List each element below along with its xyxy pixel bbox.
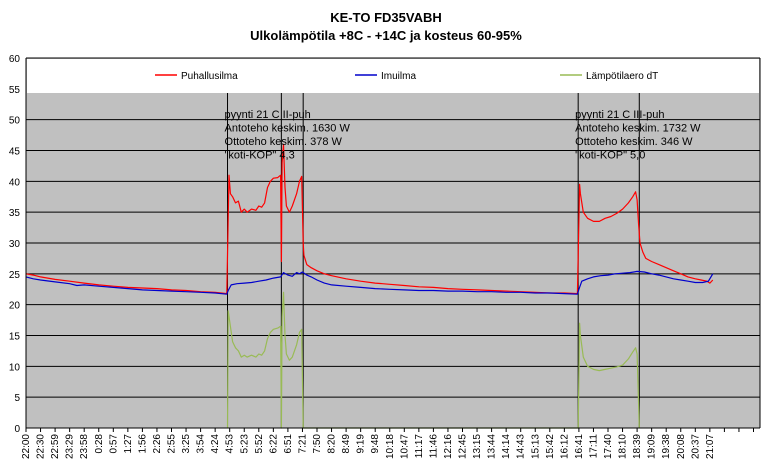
series-line [25, 143, 714, 295]
x-tick-label: 11:17 [414, 434, 425, 459]
x-tick-label: 21:07 [705, 434, 716, 459]
x-tick-label: 5:52 [254, 434, 265, 454]
x-tick-label: 6:51 [283, 434, 294, 454]
x-tick-label: 17:40 [603, 434, 614, 459]
annotation-text: Ottoteho keskim. 346 W [575, 136, 693, 148]
y-tick-label: 5 [14, 393, 20, 404]
x-tick-label: 7:21 [297, 434, 308, 454]
x-tick-label: 3:54 [196, 434, 207, 454]
x-tick-label: 17:11 [588, 434, 599, 459]
axes: 0 5 10 15 20 25 30 35 40 45 50 55 60 22:00 22:30 22:59 2… [9, 54, 761, 459]
annotations: pyynti 21 C II-puh Antoteho keskim. 1630 … [225, 109, 702, 162]
annotation-text: Ottoteho keskim. 378 W [225, 136, 343, 148]
x-tick-label: 0:28 [94, 434, 105, 454]
x-tick-label: 14:14 [501, 434, 512, 459]
y-tick-label: 10 [9, 362, 21, 373]
x-tick-label: 1:27 [123, 434, 134, 454]
x-tick-label: 13:15 [472, 434, 483, 459]
annotation-text: "koti-KOP" 5,0 [575, 150, 645, 162]
x-tick-label: 11:46 [428, 434, 439, 459]
series-lines [25, 143, 714, 429]
x-tick-label: 4:53 [225, 434, 236, 454]
x-tick-label: 22:00 [21, 434, 32, 459]
x-tick-label: 22:30 [36, 434, 47, 459]
x-tick-label: 12:16 [443, 434, 454, 459]
y-tick-label: 55 [9, 85, 21, 96]
chart-subtitle: Ulkolämpötila +8C - +14C ja kosteus 60-9… [250, 28, 522, 43]
y-tick-label: 30 [9, 239, 21, 250]
x-tick-label: 18:10 [618, 434, 629, 459]
x-tick-label: 10:18 [385, 434, 396, 459]
x-tick-label: 1:56 [137, 434, 148, 454]
y-tick-label: 35 [9, 208, 21, 219]
y-tick-label: 60 [9, 54, 21, 65]
x-tick-label: 19:38 [661, 434, 672, 459]
y-tick-label: 45 [9, 147, 21, 158]
legend-label: Puhallusilma [181, 71, 238, 82]
x-tick-label: 15:42 [545, 434, 556, 459]
x-tick-label: 2:26 [152, 434, 163, 454]
annotation-text: Antoteho keskim. 1732 W [575, 123, 701, 135]
x-tick-label: 20:08 [676, 434, 687, 459]
annotation-text: pyynti 21 C III-puh [575, 109, 664, 121]
legend: Puhallusilma Imuilma Lämpötilaero dT [155, 71, 658, 82]
series-line [226, 291, 640, 429]
x-tick-label: 10:47 [399, 434, 410, 459]
x-tick-label: 19:09 [647, 434, 658, 459]
annotation-text: pyynti 21 C II-puh [225, 109, 311, 121]
x-tick-label: 13:44 [487, 434, 498, 459]
y-tick-label: 15 [9, 332, 21, 343]
x-tick-label: 9:48 [370, 434, 381, 454]
chart-title: KE-TO FD35VABH [330, 10, 441, 25]
x-tick-label: 9:19 [356, 434, 367, 454]
x-tick-label: 6:22 [268, 434, 279, 454]
x-tick-label: 23:29 [65, 434, 76, 459]
legend-box [27, 59, 759, 93]
x-tick-label: 15:13 [530, 434, 541, 459]
x-tick-label: 8:49 [341, 434, 352, 454]
legend-label: Lämpötilaero dT [586, 71, 658, 82]
x-tick-label: 20:37 [690, 434, 701, 459]
gridlines [26, 119, 760, 398]
y-tick-label: 50 [9, 116, 21, 127]
x-tick-label: 22:59 [50, 434, 61, 459]
annotation-text: "koti-KOP" 4,3 [225, 150, 295, 162]
x-tick-label: 16:41 [574, 434, 585, 459]
x-tick-label: 12:45 [458, 434, 469, 459]
legend-label: Imuilma [381, 71, 416, 82]
x-tick-label: 23:58 [79, 434, 90, 459]
x-tick-label: 18:39 [632, 434, 643, 459]
annotation-text: Antoteho keskim. 1630 W [225, 123, 351, 135]
x-tick-label: 16:12 [559, 434, 570, 459]
x-tick-label: 2:55 [167, 434, 178, 454]
x-tick-label: 3:25 [181, 434, 192, 454]
x-tick-label: 8:20 [327, 434, 338, 454]
y-tick-label: 0 [14, 424, 20, 435]
y-tick-label: 25 [9, 270, 21, 281]
x-tick-label: 5:23 [239, 434, 250, 454]
y-tick-label: 20 [9, 301, 21, 312]
x-tick-label: 14:43 [516, 434, 527, 459]
x-tick-label: 7:50 [312, 434, 323, 454]
series-line [25, 270, 714, 295]
x-tick-label: 4:24 [210, 434, 221, 454]
x-tick-label: 0:57 [108, 434, 119, 454]
y-tick-label: 40 [9, 177, 21, 188]
